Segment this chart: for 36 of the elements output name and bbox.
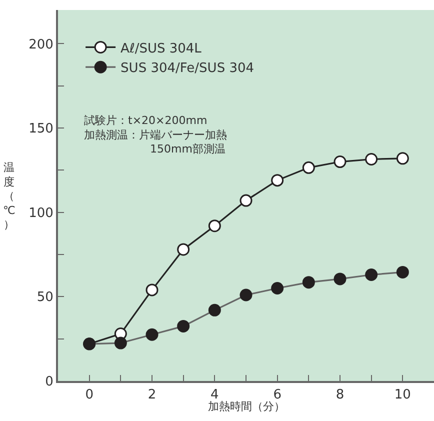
point (146, 328, 158, 341)
y-axis-title: 温度（℃） (3, 161, 16, 232)
y-tick-label: 0 (45, 374, 54, 390)
point (146, 284, 158, 296)
point (240, 194, 252, 207)
x-tick-label: 6 (273, 388, 282, 403)
point (334, 272, 346, 286)
y-tick-label: 150 (28, 122, 54, 137)
point (271, 282, 284, 294)
point (208, 304, 221, 316)
annotation: 150mm部測温 (84, 142, 226, 156)
x-tick-label: 2 (148, 388, 156, 403)
point (208, 220, 221, 232)
point (271, 174, 284, 187)
point (396, 152, 409, 165)
point (365, 152, 378, 166)
x-tick-label: 8 (336, 388, 344, 403)
y-tick-label: 50 (36, 290, 54, 306)
point (334, 156, 346, 168)
annotation: 加熱測温：片端バーナー加熱 (84, 128, 227, 142)
annotation: 試験片：t×20×200mm (84, 114, 208, 127)
point (302, 276, 315, 289)
point (365, 268, 378, 282)
point (302, 161, 315, 174)
y-tick-label: 200 (28, 37, 54, 52)
point (396, 266, 409, 278)
x-axis-title: 加熱時間（分） (208, 400, 285, 413)
x-tick-label: 0 (85, 388, 94, 403)
legend-label: SUS 304/Fe/SUS 304 (120, 61, 254, 76)
point (114, 336, 127, 350)
point (177, 320, 190, 332)
legend-label: Aℓ/SUS 304L (120, 41, 202, 56)
point (240, 288, 252, 302)
y-tick-label: 100 (28, 206, 54, 221)
point (177, 243, 190, 256)
x-tick-label: 10 (394, 388, 411, 403)
